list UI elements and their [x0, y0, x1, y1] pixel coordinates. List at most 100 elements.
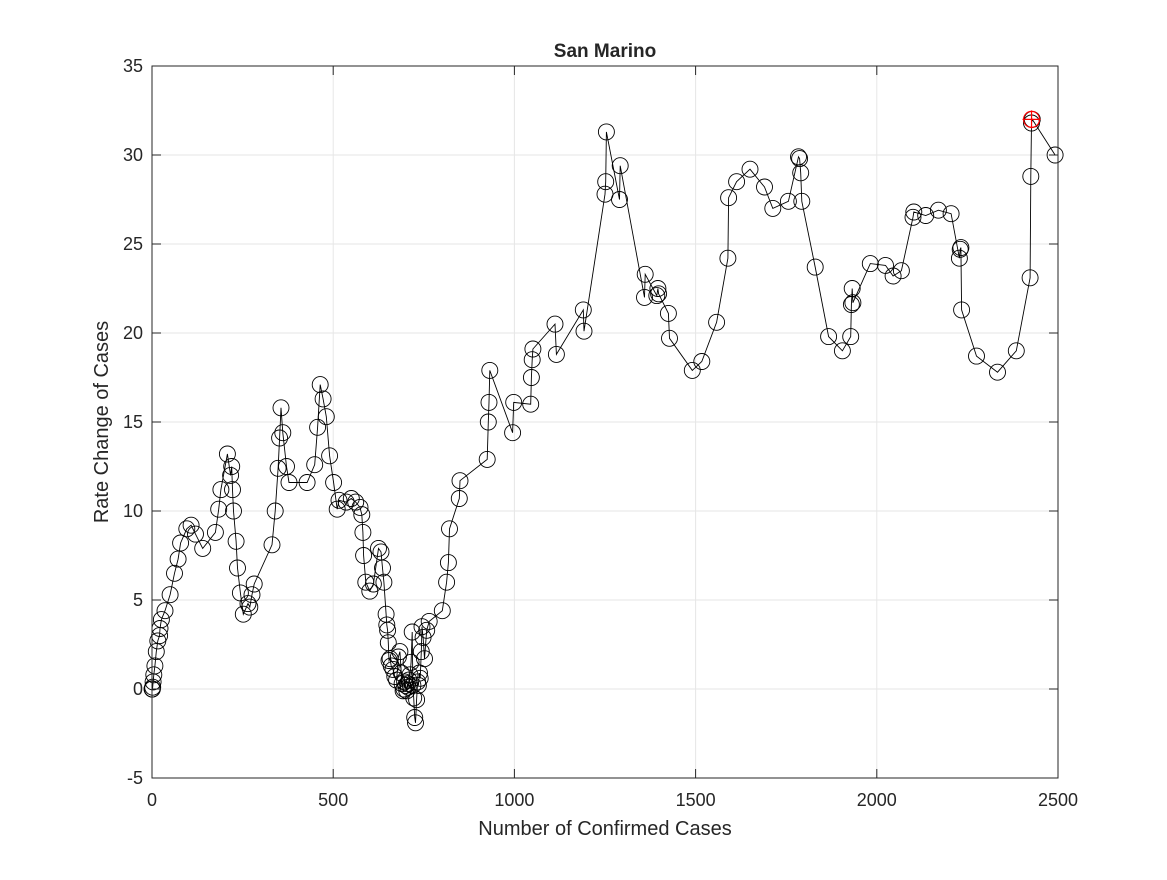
data-point [342, 490, 360, 507]
data-point [611, 191, 628, 208]
data-point [597, 123, 615, 141]
data-point [166, 564, 183, 582]
data-point [953, 301, 971, 319]
data-point [952, 239, 970, 257]
data-point [408, 691, 426, 709]
data-point [325, 474, 343, 491]
data-point [389, 648, 407, 666]
data-point [351, 498, 369, 516]
data-point [420, 612, 438, 630]
data-point [412, 643, 430, 661]
data-point [194, 539, 212, 557]
data-point [574, 301, 592, 319]
data-point [147, 643, 165, 661]
x-axis-label: Number of Confirmed Cases [478, 818, 731, 840]
data-point [636, 265, 654, 283]
data-point [243, 586, 261, 604]
data-point [411, 669, 429, 687]
data-point [330, 491, 348, 509]
data-point [1021, 269, 1039, 287]
data-point [861, 255, 879, 273]
data-point [546, 315, 564, 333]
data-point [145, 666, 163, 684]
data-point [522, 369, 540, 386]
data-point [741, 160, 759, 178]
data-point [405, 689, 423, 707]
data-point [728, 173, 746, 191]
data-point [314, 390, 332, 408]
data-point [951, 240, 969, 258]
data-point [611, 157, 629, 175]
y-tick-label: -5 [127, 768, 143, 788]
data-point [374, 559, 391, 577]
data-point [648, 287, 666, 305]
data-point [375, 573, 393, 591]
data-point [156, 602, 174, 620]
data-point [989, 363, 1006, 381]
data-point [309, 418, 327, 436]
data-point [298, 474, 316, 491]
data-point [708, 313, 726, 331]
data-point [398, 682, 416, 700]
data-point [917, 207, 935, 224]
data-point [450, 490, 468, 507]
data-point [942, 205, 960, 223]
data-point [146, 657, 164, 675]
data-point [479, 413, 497, 431]
data-point [523, 351, 541, 369]
data-point [402, 653, 420, 671]
data-point [409, 676, 427, 694]
x-tick-label: 0 [147, 790, 157, 810]
y-axis-label: Rate Change of Cases [91, 321, 113, 523]
data-point [379, 621, 397, 639]
data-point [161, 586, 179, 604]
data-point [239, 595, 257, 613]
x-tick-label: 500 [318, 790, 348, 810]
data-point [929, 201, 947, 219]
x-tick-label: 1500 [676, 790, 716, 810]
y-tick-label: 30 [123, 145, 143, 165]
data-point [842, 328, 860, 346]
data-point [370, 539, 387, 557]
data-point [793, 192, 811, 210]
data-point [661, 329, 678, 347]
data-point [659, 304, 677, 322]
data-point [407, 714, 424, 732]
data-point [169, 550, 187, 568]
data-point [904, 208, 922, 226]
data-point [756, 178, 773, 196]
data-point [433, 602, 451, 620]
data-point [234, 605, 252, 623]
data-point [547, 345, 565, 363]
data-point [693, 353, 711, 370]
data-point [245, 575, 263, 593]
data-point [792, 164, 810, 182]
data-point [381, 650, 399, 668]
data-point [391, 643, 409, 661]
series-line [151, 118, 1056, 723]
data-point [272, 399, 290, 417]
grid-lines [152, 66, 1058, 778]
data-point [439, 554, 457, 572]
data-point [779, 192, 797, 210]
y-tick-label: 25 [123, 234, 143, 254]
data-point [378, 616, 396, 634]
data-point [152, 611, 170, 629]
data-point [182, 516, 200, 534]
data-point [241, 598, 259, 616]
data-point [820, 328, 838, 346]
y-tick-label: 15 [123, 412, 143, 432]
data-point [397, 676, 415, 694]
y-tick-label: 5 [133, 590, 143, 610]
data-point [843, 280, 861, 297]
data-point [968, 347, 985, 365]
data-point [884, 267, 902, 285]
data-series [143, 110, 1064, 732]
data-point [328, 500, 346, 518]
data-point [441, 520, 458, 538]
data-point [438, 573, 456, 591]
data-point [178, 520, 196, 538]
data-point [416, 650, 433, 668]
data-point [210, 500, 228, 518]
